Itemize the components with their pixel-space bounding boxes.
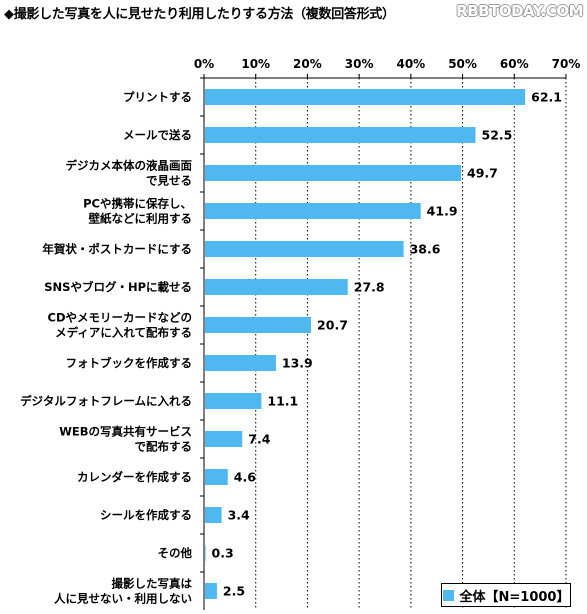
category-label: デジカメ本体の液晶画面 bbox=[66, 159, 193, 173]
value-label: 62.1 bbox=[531, 90, 562, 105]
value-label: 7.4 bbox=[248, 432, 270, 447]
value-label: 38.6 bbox=[410, 242, 441, 257]
value-label: 13.9 bbox=[282, 356, 313, 371]
bar bbox=[205, 317, 312, 333]
category-label: その他 bbox=[158, 546, 193, 560]
bar bbox=[205, 355, 276, 371]
bar bbox=[205, 507, 222, 523]
category-label: 人に見せない・利用しない bbox=[54, 592, 192, 606]
x-tick-label: 50% bbox=[448, 57, 477, 71]
category-label: シールを作成する bbox=[100, 508, 192, 522]
legend-swatch bbox=[442, 589, 454, 601]
chart-legend: 全体【N=1000】 bbox=[441, 583, 571, 607]
bar bbox=[205, 393, 262, 409]
bar bbox=[205, 469, 228, 485]
site-watermark: RBBTODAY.COM bbox=[456, 2, 583, 20]
category-label: フォトブックを作成する bbox=[66, 356, 193, 370]
x-tick-label: 60% bbox=[500, 57, 529, 71]
value-label: 4.6 bbox=[234, 470, 256, 485]
x-tick-label: 40% bbox=[396, 57, 425, 71]
value-label: 2.5 bbox=[223, 584, 245, 599]
value-label: 27.8 bbox=[354, 280, 385, 295]
category-label: 撮影した写真は bbox=[112, 577, 193, 591]
bar bbox=[205, 545, 206, 561]
category-label: メディアに入れて配布する bbox=[55, 326, 192, 340]
bar bbox=[205, 165, 462, 181]
category-label: メールで送る bbox=[123, 128, 192, 142]
bar bbox=[205, 583, 217, 599]
category-label: カレンダーを作成する bbox=[77, 470, 192, 484]
category-label: PCや携帯に保存し、 bbox=[83, 197, 192, 211]
x-tick-label: 0% bbox=[194, 57, 214, 71]
value-label: 49.7 bbox=[467, 166, 498, 181]
bar bbox=[205, 89, 526, 105]
bar bbox=[205, 279, 348, 295]
value-label: 0.3 bbox=[212, 546, 234, 561]
value-label: 11.1 bbox=[267, 394, 298, 409]
value-label: 20.7 bbox=[317, 318, 348, 333]
category-label: WEBの写真共有サービス bbox=[59, 425, 192, 439]
category-label: CDやメモリーカードなどの bbox=[48, 311, 192, 325]
legend-label: 全体【N=1000】 bbox=[459, 589, 570, 605]
bar bbox=[205, 127, 476, 143]
category-label: SNSやブログ・HPに載せる bbox=[44, 280, 192, 294]
x-tick-label: 10% bbox=[241, 57, 270, 71]
value-label: 41.9 bbox=[427, 204, 458, 219]
value-label: 3.4 bbox=[228, 508, 250, 523]
category-label: で見せる bbox=[146, 174, 192, 188]
x-tick-label: 20% bbox=[293, 57, 322, 71]
category-label: 年賀状・ポストカードにする bbox=[42, 242, 192, 256]
chart-title: ◆撮影した写真を人に見せたり利用したりする方法（複数回答形式） bbox=[4, 7, 395, 22]
value-label: 52.5 bbox=[482, 128, 513, 143]
x-tick-label: 70% bbox=[552, 57, 581, 71]
category-label: で配布する bbox=[135, 440, 193, 454]
category-label: 壁紙などに利用する bbox=[89, 212, 193, 226]
bar bbox=[205, 203, 421, 219]
bar bbox=[205, 241, 404, 257]
category-label: デジタルフォトフレームに入れる bbox=[20, 394, 192, 408]
x-tick-label: 30% bbox=[345, 57, 374, 71]
bar bbox=[205, 431, 243, 447]
category-label: プリントする bbox=[123, 90, 192, 104]
